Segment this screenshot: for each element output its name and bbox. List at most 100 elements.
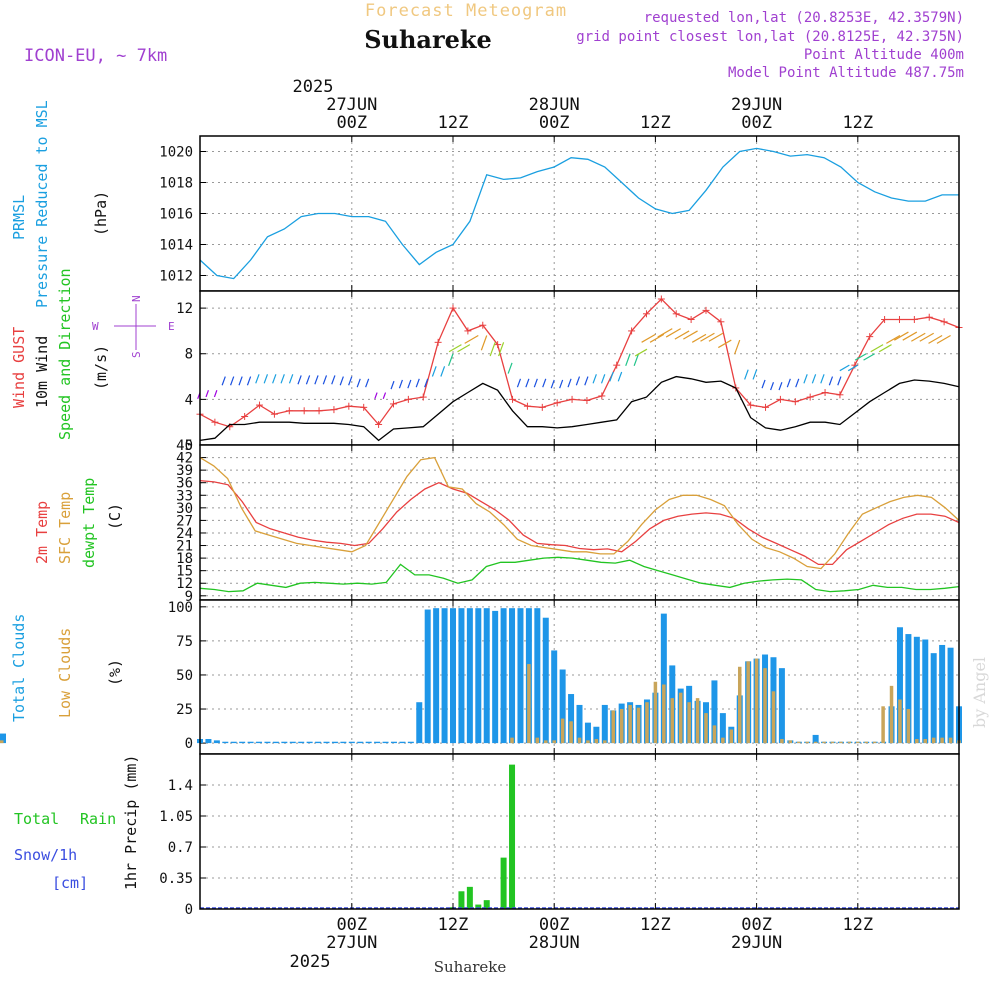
bar-total-clouds (298, 741, 305, 744)
bar-total-clouds (256, 741, 263, 744)
wind-arrow (795, 378, 800, 388)
bar-low-clouds (586, 740, 590, 744)
y-tick-label: 12 (176, 576, 193, 592)
panel-precipitation: 0 0.35 0.7 1.05 1.4 (159, 753, 960, 918)
bottom-year: 2025 (290, 952, 331, 972)
bar-total-clouds (264, 741, 271, 744)
bar-low-clouds (569, 721, 573, 744)
bar-total-clouds (584, 722, 591, 744)
y-tick-label: 18 (176, 551, 193, 567)
wind-arrow (691, 333, 707, 343)
bar-low-clouds (510, 737, 514, 744)
wind-unit: (m/s) (92, 345, 110, 390)
bar-total-clouds (222, 741, 229, 744)
bar-total-clouds (812, 734, 819, 744)
wind-arrow (837, 376, 842, 386)
series-sfc-temp (199, 456, 960, 570)
bar-low-clouds (847, 741, 852, 744)
wind-arrow (786, 378, 791, 388)
bar-total-clouds (492, 610, 499, 744)
bar-total-clouds (719, 713, 726, 744)
top-hour-label: 00Z (741, 113, 772, 133)
wind-arrow (928, 334, 943, 344)
bar-low-clouds (670, 698, 675, 744)
gust-marker (509, 395, 517, 403)
wind-arrow (839, 364, 850, 372)
gust-marker (285, 407, 293, 415)
top-hour-label: 12Z (640, 113, 671, 133)
bar-total-clouds (576, 704, 583, 744)
y-tick-label: 30 (176, 501, 193, 517)
bar-total-clouds (348, 741, 355, 744)
wind-arrow (683, 330, 698, 340)
bar-low-clouds (797, 741, 801, 744)
panel-pressure: 1012 1014 1016 1018 1020 (159, 135, 960, 292)
gust-marker (434, 338, 442, 346)
bar-low-clouds (544, 740, 548, 744)
bar-low-clouds (594, 739, 599, 744)
bar-total-clouds (947, 647, 954, 744)
bar-low-clouds (636, 707, 641, 744)
bar-total-clouds (593, 726, 600, 744)
bar-low-clouds (619, 709, 624, 744)
bottom-hour-label: 12Z (640, 915, 671, 935)
panel-bg (200, 445, 959, 600)
wind-arrow (457, 344, 471, 353)
wind-arrow (886, 334, 901, 344)
bar-low-clouds (527, 664, 531, 744)
bar-total-clouds (568, 694, 575, 744)
bar-low-clouds (611, 710, 615, 744)
bar-total-clouds (407, 741, 414, 744)
wind-arrow (230, 376, 235, 386)
y-tick-label: 12 (176, 301, 193, 317)
bar-low-clouds (805, 741, 809, 744)
bar-low-clouds (695, 698, 700, 744)
bar-total-clouds (365, 741, 372, 744)
bar-total-clouds (500, 608, 507, 744)
wind-arrow (657, 328, 673, 338)
wind-arrow (280, 374, 285, 384)
wind-dir-label: Speed and Direction (56, 268, 74, 440)
bar-total-clouds (382, 741, 389, 744)
bar-total-clouds (509, 608, 516, 744)
wind-arrow (592, 374, 597, 384)
wind-arrow (288, 374, 294, 384)
wind-arrow (398, 379, 403, 389)
wind-arrow (625, 353, 631, 367)
compass-n: N (130, 295, 143, 302)
gust-marker (330, 406, 338, 414)
y-tick-label: 25 (176, 702, 193, 718)
y-tick-label: 50 (176, 668, 193, 684)
wind-arrow (559, 379, 564, 389)
y-tick-label: 4 (185, 392, 193, 408)
gust-marker (389, 400, 397, 408)
pressure-label-2: Pressure Reduced to MSL (33, 100, 51, 308)
bar-low-clouds (763, 668, 767, 744)
wind-arrow (322, 375, 328, 385)
bar-low-clouds (653, 681, 658, 744)
bar-total-clouds (458, 608, 465, 744)
series-prmsl (199, 147, 959, 280)
wind-arrow (205, 390, 209, 398)
wind-arrow (854, 353, 867, 361)
y-tick-label: 24 (176, 526, 193, 542)
wind-arrow (744, 369, 749, 380)
gust-marker (494, 341, 502, 349)
wind-arrow (464, 334, 479, 344)
wind-arrow (213, 390, 218, 398)
rain-label-total: Total (14, 810, 59, 828)
bar-low-clouds (603, 740, 607, 744)
gust-marker (791, 398, 799, 406)
bottom-day-label: 29JUN (731, 933, 782, 953)
bar-total-clouds (416, 702, 423, 744)
bar-total-clouds (466, 608, 473, 744)
y-tick-label: 15 (176, 564, 193, 580)
bar-total-clouds (711, 680, 718, 744)
top-hour-label: 00Z (539, 113, 570, 133)
bar-low-clouds (940, 737, 944, 744)
wind-arrow (431, 366, 437, 377)
bar-total-clouds (289, 741, 296, 744)
bar-total-clouds (205, 739, 212, 744)
